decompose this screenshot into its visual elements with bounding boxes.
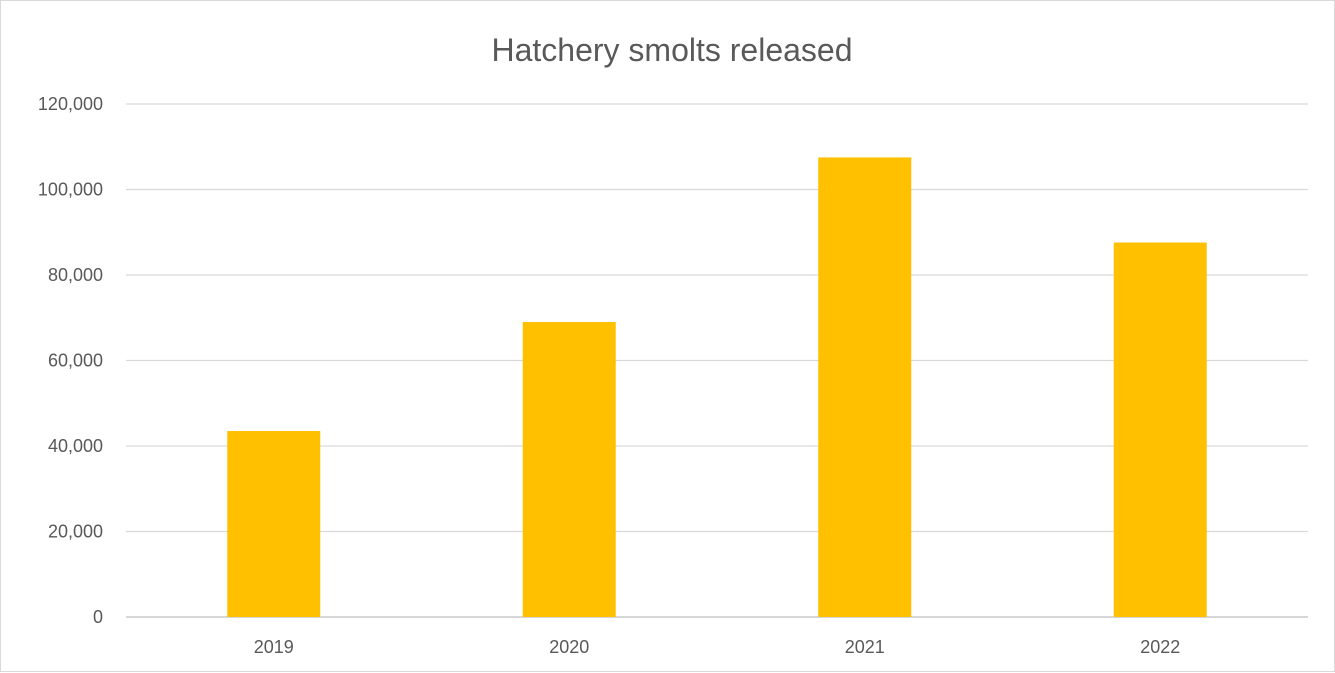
y-tick-label: 20,000 [48, 522, 103, 542]
y-axis-ticks: 0 20,000 40,000 60,000 80,000 100,000 120,000 [38, 94, 103, 627]
y-tick-label: 120,000 [38, 94, 103, 114]
x-tick-label: 2021 [845, 637, 885, 657]
bar-2020 [522, 322, 616, 617]
x-axis-ticks: 2019 2020 2021 2022 [254, 637, 1181, 657]
bar-2022 [1113, 242, 1207, 617]
y-tick-label: 60,000 [48, 351, 103, 371]
gridlines [126, 103, 1308, 618]
y-tick-label: 40,000 [48, 436, 103, 456]
x-tick-label: 2022 [1140, 637, 1180, 657]
bar-2019 [227, 431, 321, 617]
y-tick-label: 80,000 [48, 265, 103, 285]
y-tick-label: 0 [93, 607, 103, 627]
chart-title: Hatchery smolts released [491, 32, 852, 68]
bars [227, 157, 1207, 617]
bar-2021 [818, 157, 912, 617]
x-tick-label: 2019 [254, 637, 294, 657]
x-tick-label: 2020 [549, 637, 589, 657]
y-tick-label: 100,000 [38, 180, 103, 200]
